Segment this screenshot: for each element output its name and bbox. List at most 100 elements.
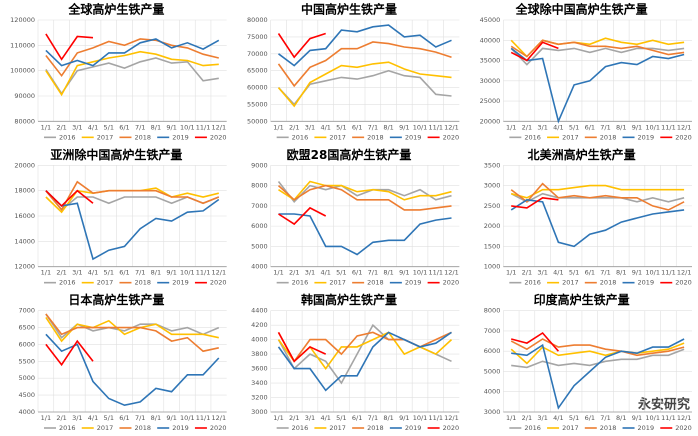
legend-label: 2019 <box>172 133 189 141</box>
y-tick-label: 80000 <box>14 117 35 125</box>
series-line <box>278 24 452 67</box>
series-line <box>510 331 560 352</box>
x-tick-label: 6/1 <box>585 269 595 277</box>
x-tick-label: 10/1 <box>645 414 660 422</box>
legend-label: 2020 <box>443 133 460 141</box>
x-tick-label: 8/1 <box>616 414 626 422</box>
x-tick-label: 9/1 <box>632 414 642 422</box>
x-tick-label: 12/1 <box>212 123 227 131</box>
y-tick-label: 4400 <box>251 307 268 315</box>
series-line <box>278 206 327 226</box>
x-tick-label: 10/1 <box>413 123 428 131</box>
y-tick-label: 5000 <box>18 374 35 382</box>
x-tick-label: 4/1 <box>88 269 98 277</box>
x-tick-label: 12/1 <box>677 123 692 131</box>
chart-title: 欧盟28国高炉生铁产量 <box>287 147 412 162</box>
x-tick-label: 2/1 <box>289 269 299 277</box>
y-tick-label: 30000 <box>480 77 501 85</box>
x-tick-label: 12/1 <box>444 269 459 277</box>
x-tick-label: 11/1 <box>428 414 443 422</box>
x-tick-label: 2/1 <box>289 123 299 131</box>
y-tick-label: 4500 <box>18 391 35 399</box>
series-line <box>510 184 685 199</box>
x-tick-label: 2/1 <box>56 269 66 277</box>
legend-label: 2018 <box>600 424 617 432</box>
series-line <box>277 61 452 108</box>
x-tick-label: 3/1 <box>537 269 547 277</box>
x-tick-label: 12/1 <box>677 414 692 422</box>
series-line <box>45 313 219 353</box>
x-tick-label: 11/1 <box>428 123 443 131</box>
series-line <box>510 39 685 58</box>
x-tick-label: 9/1 <box>166 123 176 131</box>
y-tick-label: 1000 <box>484 263 501 271</box>
legend-label: 2020 <box>675 133 692 141</box>
x-tick-label: 8/1 <box>616 269 626 277</box>
y-tick-label: 14000 <box>14 237 35 245</box>
chart-title: 韩国高炉生铁产量 <box>301 292 397 307</box>
x-tick-label: 7/1 <box>600 269 610 277</box>
y-tick-label: 1500 <box>484 242 501 250</box>
x-tick-label: 8/1 <box>383 414 393 422</box>
x-tick-label: 7/1 <box>135 414 145 422</box>
legend-label: 2019 <box>638 279 655 287</box>
x-tick-label: 3/1 <box>72 414 82 422</box>
y-tick-label: 8000 <box>251 182 268 190</box>
y-tick-label: 3000 <box>484 408 501 416</box>
series-line <box>45 339 94 367</box>
x-tick-label: 6/1 <box>585 123 595 131</box>
legend-label: 2018 <box>367 133 384 141</box>
chart-title: 亚洲除中国高炉生铁产量 <box>50 147 182 162</box>
y-tick-label: 6000 <box>18 340 35 348</box>
x-tick-label: 3/1 <box>305 414 315 422</box>
x-tick-label: 2/1 <box>522 414 532 422</box>
x-tick-label: 7/1 <box>135 123 145 131</box>
series-line <box>45 316 219 343</box>
x-tick-label: 5/1 <box>569 414 579 422</box>
series-line <box>510 47 685 66</box>
x-tick-label: 6/1 <box>352 123 362 131</box>
legend-label: 2020 <box>443 424 460 432</box>
x-tick-label: 1/1 <box>506 414 516 422</box>
legend-label: 2016 <box>292 279 309 287</box>
legend-label: 2020 <box>210 424 227 432</box>
y-tick-label: 5000 <box>484 367 501 375</box>
series-line <box>45 57 219 95</box>
y-tick-label: 7000 <box>18 307 35 315</box>
x-tick-label: 5/1 <box>336 123 346 131</box>
x-tick-label: 4/1 <box>88 123 98 131</box>
chart-title: 全球除中国高炉生铁产量 <box>515 2 648 17</box>
series-line <box>510 41 559 62</box>
y-tick-label: 50000 <box>247 117 268 125</box>
x-tick-label: 1/1 <box>41 414 51 422</box>
y-tick-label: 3400 <box>251 379 268 387</box>
legend-label: 2017 <box>562 424 579 432</box>
series-line <box>510 198 685 248</box>
legend-label: 2016 <box>292 424 309 432</box>
x-tick-label: 10/1 <box>180 123 195 131</box>
x-tick-label: 9/1 <box>632 269 642 277</box>
series-line <box>277 184 452 211</box>
series-line <box>278 213 452 256</box>
x-tick-label: 5/1 <box>336 414 346 422</box>
x-tick-label: 3/1 <box>537 414 547 422</box>
series-line <box>278 180 452 201</box>
series-line <box>511 338 685 410</box>
legend-label: 2018 <box>367 279 384 287</box>
x-tick-label: 10/1 <box>413 414 428 422</box>
x-tick-label: 1/1 <box>506 123 516 131</box>
y-tick-label: 18000 <box>14 187 35 195</box>
y-tick-label: 4000 <box>484 388 501 396</box>
y-tick-label: 3600 <box>251 365 268 373</box>
x-tick-label: 1/1 <box>273 414 283 422</box>
series-line <box>277 181 452 204</box>
legend-label: 2017 <box>329 133 346 141</box>
legend-label: 2016 <box>59 424 76 432</box>
y-tick-label: 2000 <box>484 222 501 230</box>
x-tick-label: 9/1 <box>166 269 176 277</box>
legend-label: 2019 <box>405 424 422 432</box>
y-tick-label: 4000 <box>251 263 268 271</box>
legend-label: 2016 <box>292 133 309 141</box>
x-tick-label: 10/1 <box>645 123 660 131</box>
x-tick-label: 11/1 <box>428 269 443 277</box>
